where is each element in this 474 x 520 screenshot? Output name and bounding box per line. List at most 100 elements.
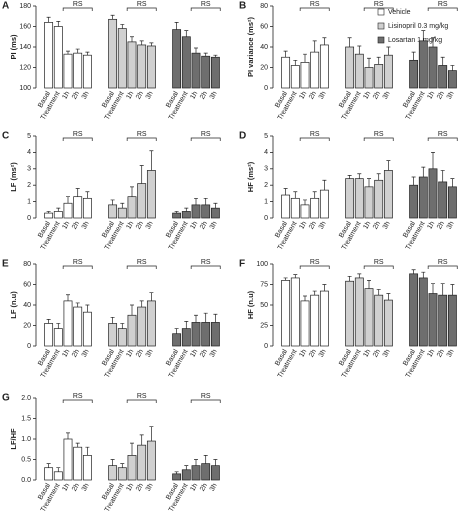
significance-bracket [190, 7, 221, 11]
x-tick-label: 2h [71, 220, 81, 230]
y-tick-label: 60 [260, 23, 268, 30]
bar [117, 467, 127, 481]
error-bar [194, 459, 198, 466]
bar [319, 290, 329, 347]
error-bar [411, 51, 416, 61]
error-bar [85, 304, 90, 313]
error-bar [431, 283, 435, 294]
significance-bracket [427, 265, 458, 269]
bar [281, 56, 291, 89]
bar [73, 446, 83, 481]
bar [345, 178, 355, 219]
error-bar [139, 300, 144, 308]
error-bar [110, 199, 115, 205]
error-bar [139, 40, 144, 45]
error-bar [75, 302, 80, 308]
error-bar [376, 289, 381, 296]
x-tick-label: 3h [145, 220, 155, 230]
bar [181, 36, 191, 89]
error-bar [431, 37, 435, 47]
y-tick-label: 40 [23, 302, 31, 309]
error-bar [194, 47, 198, 54]
y-tick-label: 1 [264, 198, 268, 205]
significance-bracket [190, 137, 221, 141]
significance-bracket [62, 265, 93, 269]
significance-bracket [427, 137, 458, 141]
bar [319, 189, 329, 219]
error-bar [213, 54, 218, 58]
bar [210, 322, 220, 347]
error-bar [110, 14, 115, 20]
bar [201, 322, 211, 347]
x-tick-label: 2h [71, 348, 81, 358]
x-tick-label: 1h [61, 482, 71, 492]
bar [82, 311, 92, 347]
bar [108, 204, 118, 219]
x-tick-label: 3h [209, 348, 219, 358]
significance-label: RS [438, 259, 448, 266]
error-bar [149, 42, 154, 46]
x-tick-label: 2h [71, 90, 81, 100]
bar [53, 328, 63, 347]
bar [354, 277, 364, 347]
bar [44, 212, 54, 219]
x-tick-label: 1h [125, 482, 135, 492]
significance-label: RS [73, 1, 83, 8]
x-tick-label: 3h [145, 482, 155, 492]
error-bar [46, 211, 51, 214]
bar [383, 54, 393, 89]
error-bar [421, 166, 426, 177]
legend-swatch [377, 8, 385, 16]
error-bar [440, 56, 445, 66]
x-tick-label: 2h [436, 348, 446, 358]
y-tick-label: 0 [27, 343, 31, 350]
significance-bracket [427, 7, 458, 11]
y-tick-label: 60 [23, 281, 31, 288]
bar [447, 186, 457, 219]
bar [345, 280, 355, 347]
x-tick-label: 3h [446, 348, 456, 358]
error-bar [440, 283, 445, 296]
panel-letter: D [239, 131, 246, 142]
x-tick-label: 2h [135, 348, 145, 358]
y-tick-label: 0 [264, 85, 268, 92]
y-tick-label: 0 [27, 215, 31, 222]
y-tick-label: 4 [27, 149, 31, 156]
bar [310, 51, 320, 89]
error-bar [283, 50, 288, 58]
error-bar [450, 65, 455, 71]
y-tick-label: 1 [27, 198, 31, 205]
bar [354, 53, 364, 89]
bar [191, 322, 201, 347]
y-tick-label: 20 [23, 322, 31, 329]
bar [181, 328, 191, 347]
error-bar [66, 50, 70, 55]
panel-letter: G [2, 393, 10, 404]
error-bar [75, 442, 80, 448]
bar [53, 471, 63, 481]
x-tick-label: 3h [446, 220, 456, 230]
y-tick-label: 80 [23, 261, 31, 268]
x-tick-label: 2h [199, 482, 209, 492]
y-tick-label: 80 [260, 3, 268, 10]
bar [281, 280, 291, 347]
y-axis-label: HF (ms²) [246, 161, 255, 192]
error-bar [120, 202, 125, 209]
x-tick-label: 1h [426, 90, 436, 100]
error-bar [386, 46, 391, 56]
bar [364, 288, 374, 347]
bar [172, 29, 182, 89]
significance-bracket [363, 7, 394, 11]
error-bar [322, 284, 327, 292]
error-bar [75, 188, 80, 197]
bar [418, 277, 428, 347]
bar [181, 211, 191, 219]
bar [82, 197, 92, 219]
y-tick-label: 0 [264, 215, 268, 222]
bar [53, 26, 63, 89]
y-tick-label: 2.0 [21, 395, 31, 402]
error-bar [312, 191, 317, 199]
panel-letter: C [2, 131, 9, 142]
error-bar [194, 197, 198, 205]
significance-label: RS [374, 1, 384, 8]
